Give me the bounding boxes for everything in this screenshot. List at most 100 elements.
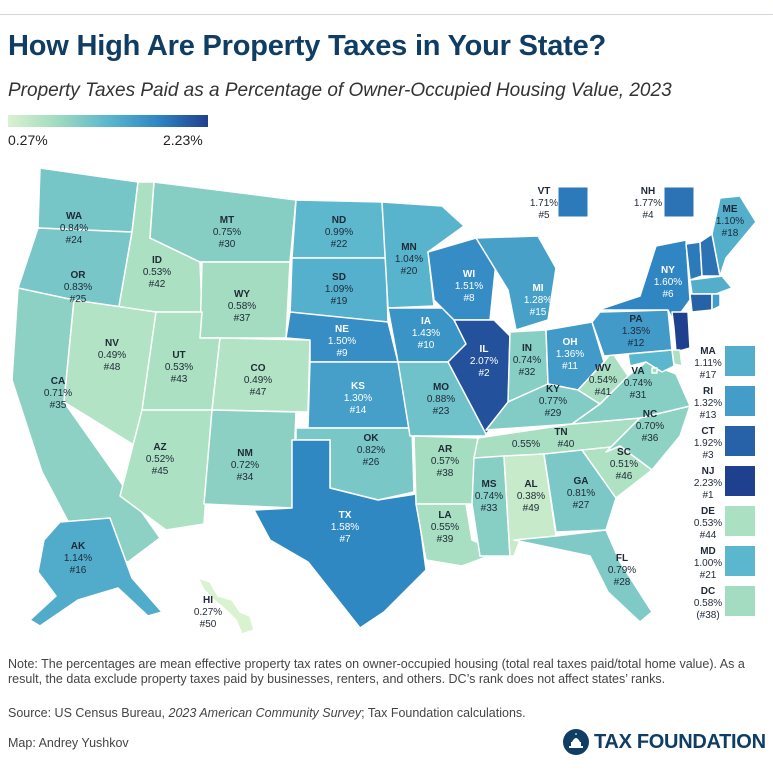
label-ny-rank: #6 — [662, 289, 674, 300]
label-wv-rank: #41 — [595, 387, 612, 398]
swatch-md — [725, 546, 755, 576]
label-in-rank: #32 — [519, 367, 536, 378]
label-oh-rank: #11 — [562, 361, 578, 372]
small-state-legend: MA 1.11% #17 RI 1.32% #13 CT 1.92% #3 NJ… — [694, 346, 755, 621]
label-ne-abbr: NE — [335, 324, 349, 335]
label-ny-abbr: NY — [661, 265, 675, 276]
label-vt-abbr: VT — [538, 186, 551, 197]
side-ma-rate: 1.11% — [694, 358, 722, 369]
label-ky-rate: 0.77% — [539, 396, 567, 407]
label-hi-rate: 0.27% — [194, 607, 222, 618]
label-al-rate: 0.38% — [517, 491, 545, 502]
label-sd-abbr: SD — [332, 272, 346, 283]
state-RI[interactable] — [712, 294, 720, 310]
swatch-ct — [725, 426, 755, 456]
label-mi-rank: #15 — [530, 307, 547, 318]
label-tn-abbr: TN — [554, 427, 567, 438]
label-nv-rank: #48 — [104, 362, 121, 373]
side-de-rank: #44 — [700, 530, 717, 541]
label-pa-abbr: PA — [629, 314, 642, 325]
capitol-dome-icon — [562, 728, 590, 756]
label-mn-rank: #20 — [401, 266, 418, 277]
label-ks-rank: #14 — [350, 405, 367, 416]
label-nc-rate: 0.70% — [636, 421, 664, 432]
state-DC[interactable] — [652, 368, 657, 373]
label-or-rank: #25 — [70, 294, 87, 305]
label-al-abbr: AL — [524, 479, 537, 490]
label-ok-abbr: OK — [364, 433, 380, 444]
side-nj-abbr: NJ — [702, 466, 715, 477]
side-dc-rate: 0.58% — [694, 598, 722, 609]
label-ky-rank: #29 — [545, 408, 562, 419]
label-ky-abbr: KY — [546, 384, 560, 395]
label-ny-rate: 1.60% — [654, 277, 682, 288]
label-or-abbr: OR — [71, 270, 87, 281]
label-vt-rank: #5 — [538, 210, 550, 221]
label-ms-rate: 0.74% — [475, 491, 503, 502]
label-hi-rank: #50 — [200, 619, 217, 630]
label-ks-rate: 1.30% — [344, 393, 372, 404]
label-wa-rate: 0.84% — [60, 223, 88, 234]
side-md-abbr: MD — [700, 546, 716, 557]
swatch-nj — [725, 466, 755, 496]
state-MA[interactable] — [690, 276, 732, 294]
side-md-rank: #21 — [700, 570, 717, 581]
label-ca-abbr: CA — [51, 376, 65, 387]
label-sd-rank: #19 — [331, 296, 348, 307]
side-nj-rank: #1 — [702, 490, 714, 501]
label-ak-abbr: AK — [71, 541, 86, 552]
state-WY[interactable] — [200, 262, 290, 338]
top-divider — [0, 14, 773, 15]
label-mi-rate: 1.28% — [524, 295, 552, 306]
label-co-rank: #47 — [250, 387, 267, 398]
label-me-rank: #18 — [722, 228, 739, 239]
side-ma-rank: #17 — [700, 370, 717, 381]
label-ok-rate: 0.82% — [357, 445, 385, 456]
footnote: Note: The percentages are mean effective… — [8, 657, 768, 687]
swatch-de — [725, 506, 755, 536]
label-ut-abbr: UT — [172, 350, 185, 361]
label-mt-rank: #30 — [219, 239, 236, 250]
tax-foundation-logo[interactable]: TAX FOUNDATION — [562, 728, 766, 756]
label-ia-abbr: IA — [421, 316, 431, 327]
label-ar-abbr: AR — [438, 444, 453, 455]
color-scale-max: 2.23% — [163, 132, 203, 148]
swatch-vt — [558, 187, 588, 217]
state-CT[interactable] — [690, 294, 712, 312]
label-ms-abbr: MS — [482, 479, 497, 490]
label-wy-rate: 0.58% — [228, 301, 256, 312]
label-nv-abbr: NV — [105, 338, 119, 349]
side-ri-abbr: RI — [703, 386, 713, 397]
swatch-ma — [725, 346, 755, 376]
label-nh-rank: #4 — [642, 210, 654, 221]
label-co-abbr: CO — [251, 363, 266, 374]
label-oh-rate: 1.36% — [556, 349, 584, 360]
label-fl-abbr: FL — [616, 553, 628, 564]
label-nh-abbr: NH — [641, 186, 655, 197]
label-al-rank: #49 — [523, 503, 540, 514]
label-ar-rate: 0.57% — [431, 456, 459, 467]
label-ca-rate: 0.71% — [44, 388, 72, 399]
page-subtitle: Property Taxes Paid as a Percentage of O… — [8, 80, 672, 102]
label-fl-rate: 0.79% — [608, 565, 636, 576]
label-nd-rank: #22 — [331, 239, 348, 250]
side-dc-abbr: DC — [701, 586, 715, 597]
label-wa-abbr: WA — [66, 211, 82, 222]
label-tx-abbr: TX — [339, 510, 352, 521]
label-ut-rank: #43 — [171, 374, 188, 385]
source-prefix: Source: US Census Bureau, — [8, 706, 169, 720]
label-wv-abbr: WV — [595, 363, 611, 374]
label-sc-rate: 0.51% — [610, 459, 638, 470]
label-nd-abbr: ND — [332, 215, 346, 226]
label-tn-rank: #40 — [558, 439, 575, 450]
logo-text: TAX FOUNDATION — [594, 731, 766, 754]
label-nc-rank: #36 — [642, 433, 659, 444]
swatch-nh — [664, 187, 694, 217]
side-de-abbr: DE — [701, 506, 715, 517]
label-va-abbr: VA — [631, 366, 644, 377]
label-ga-rank: #27 — [573, 500, 590, 511]
state-FL[interactable] — [514, 530, 652, 622]
state-NM[interactable] — [204, 410, 296, 508]
label-wi-rank: #8 — [463, 293, 475, 304]
state-NJ[interactable] — [672, 312, 690, 352]
